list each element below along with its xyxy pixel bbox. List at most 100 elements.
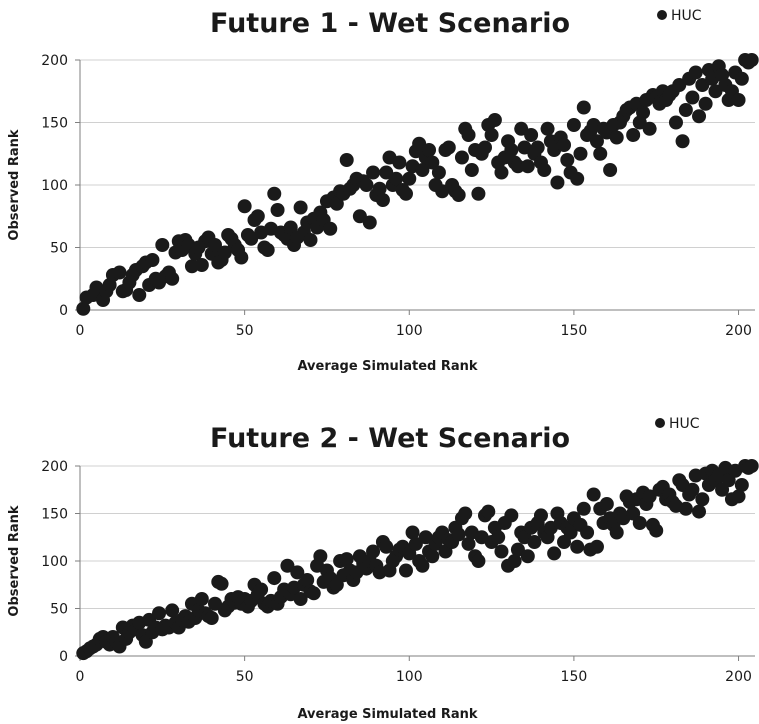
data-point: [451, 527, 466, 542]
data-point: [678, 103, 693, 117]
data-point: [478, 140, 492, 155]
data-point: [560, 153, 575, 167]
data-point: [313, 549, 328, 564]
data-point: [194, 592, 209, 606]
data-point: [398, 563, 413, 578]
data-point: [152, 606, 167, 621]
data-point: [603, 163, 618, 177]
chart-panel-2: Future 2 - Wet Scenario 0 50 100 150 200 0 50 10…: [7, 416, 759, 722]
x-axis-label: Average Simulated Rank: [297, 359, 477, 374]
data-point: [491, 530, 506, 545]
data-point: [441, 140, 456, 155]
series-huc: [76, 53, 759, 316]
data-point: [208, 238, 222, 252]
x-tick-label: 50: [236, 323, 254, 339]
data-point: [359, 178, 374, 192]
data-point: [237, 199, 252, 214]
data-point: [593, 146, 608, 161]
x-tick-label: 0: [76, 323, 85, 339]
x-tick-label: 200: [725, 669, 752, 685]
data-point: [530, 140, 545, 155]
data-point: [392, 155, 407, 170]
data-point: [678, 501, 693, 516]
data-point: [458, 506, 473, 521]
chart-title: Future 2 - Wet Scenario: [210, 423, 570, 454]
data-point: [425, 155, 440, 170]
data-point: [698, 96, 713, 111]
y-axis-label: Observed Rank: [7, 505, 22, 616]
data-point: [573, 146, 588, 161]
data-point: [165, 603, 180, 618]
x-tick-label: 200: [725, 323, 752, 339]
data-point: [132, 288, 147, 302]
data-point: [589, 539, 604, 554]
data-point: [566, 118, 581, 132]
data-point: [155, 238, 170, 252]
data-point: [527, 535, 542, 549]
data-point: [520, 549, 535, 564]
data-point: [250, 209, 265, 224]
data-point: [510, 542, 525, 557]
data-point: [494, 544, 509, 559]
data-point: [547, 546, 562, 561]
data-point: [675, 134, 690, 149]
data-point: [290, 565, 305, 580]
data-point: [402, 171, 417, 186]
data-point: [362, 215, 377, 230]
data-point: [734, 478, 749, 492]
x-tick-label: 100: [396, 669, 423, 685]
data-point: [234, 250, 249, 265]
data-point: [589, 134, 604, 149]
data-point: [418, 530, 433, 545]
data-point: [339, 552, 354, 567]
data-point: [524, 128, 539, 142]
data-point: [734, 71, 749, 86]
data-point: [293, 200, 308, 215]
chart-title: Future 1 - Wet Scenario: [210, 8, 570, 39]
x-tick-label: 0: [76, 669, 85, 685]
data-point: [586, 487, 601, 502]
data-point: [76, 301, 91, 316]
data-point: [464, 163, 479, 177]
data-point: [267, 571, 282, 586]
data-point: [576, 501, 591, 516]
data-point: [366, 165, 381, 180]
data-point: [339, 153, 354, 167]
data-point: [379, 539, 394, 554]
y-tick-label: 0: [59, 649, 68, 665]
y-tick-label: 50: [50, 241, 68, 257]
y-tick-label: 0: [59, 303, 68, 319]
x-axis-label: Average Simulated Rank: [297, 707, 477, 722]
data-point: [204, 611, 219, 625]
data-point: [507, 554, 522, 568]
data-point: [260, 243, 275, 257]
y-tick-label: 150: [41, 116, 68, 132]
data-point: [692, 109, 707, 124]
legend: HUC: [657, 8, 702, 24]
data-point: [636, 105, 651, 120]
data-point: [632, 516, 647, 530]
data-point: [688, 65, 703, 80]
data-point: [471, 554, 486, 568]
data-point: [494, 165, 509, 180]
x-tick-label: 100: [396, 323, 423, 339]
data-point: [405, 525, 420, 540]
data-point: [408, 536, 423, 551]
data-point: [471, 186, 486, 201]
data-point: [520, 159, 535, 174]
data-point: [695, 492, 710, 507]
data-point: [280, 558, 295, 573]
data-point: [270, 203, 285, 217]
data-point: [323, 221, 338, 236]
y-tick-label: 100: [41, 178, 68, 194]
data-point: [112, 265, 127, 280]
data-point: [254, 582, 269, 597]
chart-panel-1: Future 1 - Wet Scenario 0 50 100 150 200 0 50 10…: [7, 8, 759, 374]
data-point: [599, 497, 614, 511]
data-point: [570, 171, 585, 186]
x-tick-label: 150: [561, 669, 588, 685]
data-point: [217, 245, 232, 260]
legend-marker: [655, 418, 665, 428]
y-axis-label: Observed Rank: [7, 129, 22, 240]
